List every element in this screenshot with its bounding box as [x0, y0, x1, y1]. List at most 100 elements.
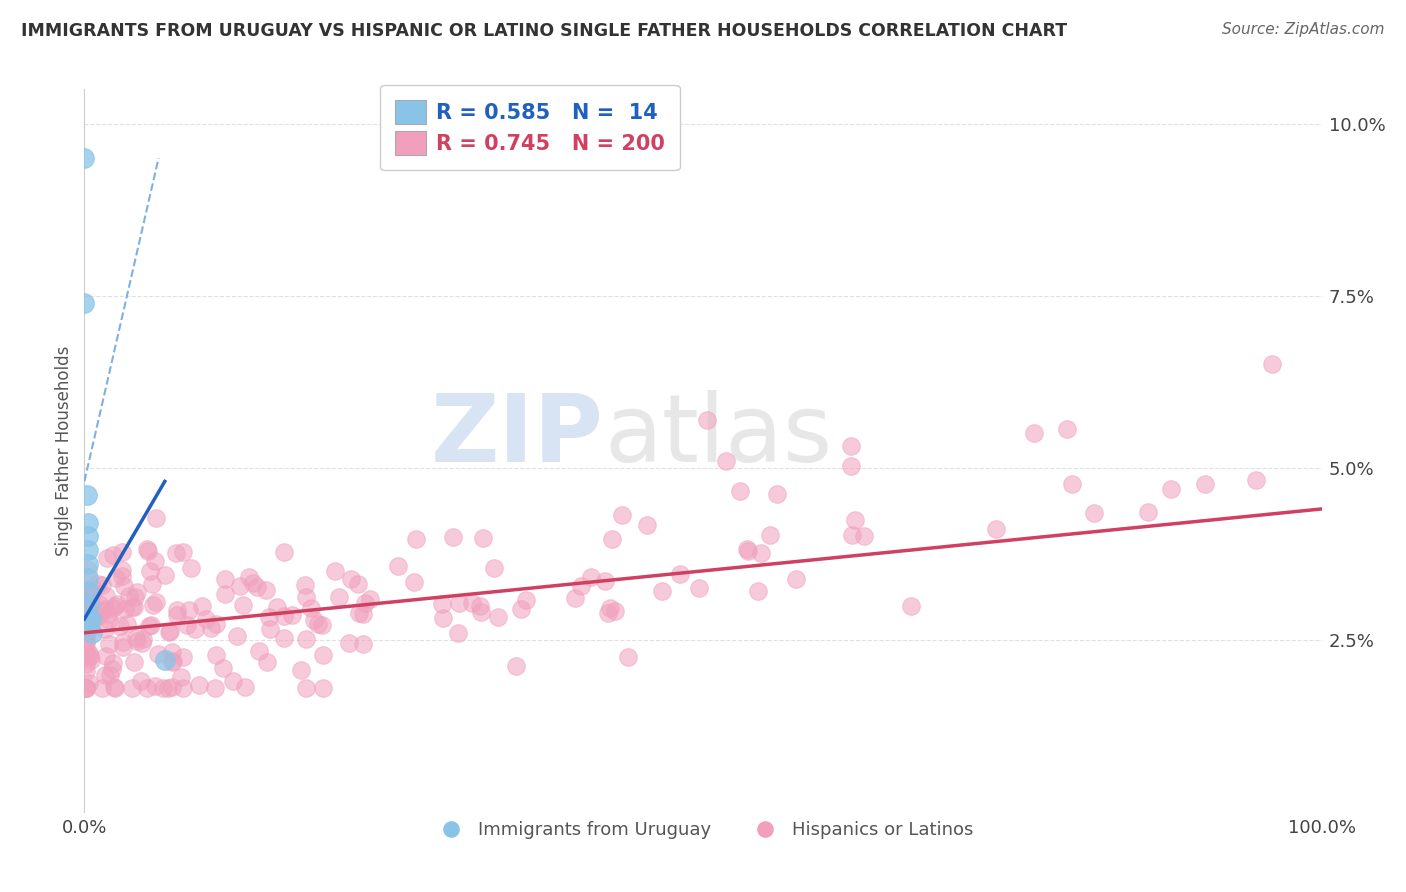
Legend: Immigrants from Uruguay, Hispanics or Latinos: Immigrants from Uruguay, Hispanics or La… [426, 814, 980, 846]
Point [110, 619, 132, 633]
Point [214, 587, 236, 601]
Point [96, 589, 118, 603]
Point [470, 605, 492, 619]
Point [468, 599, 491, 613]
Point [225, 630, 247, 644]
Point [96, 551, 118, 566]
Point [222, 673, 245, 688]
Point [651, 583, 673, 598]
Point [307, 617, 329, 632]
Point [312, 648, 335, 662]
Point [124, 631, 146, 645]
Point [242, 576, 264, 591]
Point [273, 545, 295, 559]
Point [75, 591, 97, 605]
Point [143, 554, 166, 568]
Point [246, 580, 269, 594]
Point [79, 648, 101, 663]
Point [1261, 358, 1284, 372]
Point [97, 637, 120, 651]
Point [141, 576, 163, 591]
Point [696, 413, 718, 427]
Point [257, 610, 280, 624]
Point [172, 545, 194, 559]
Point [349, 606, 371, 620]
Point [204, 681, 226, 695]
Point [447, 596, 470, 610]
Point [617, 650, 640, 665]
Point [984, 522, 1007, 536]
Point [75, 681, 97, 695]
Point [103, 657, 125, 671]
Point [97, 607, 120, 621]
Point [598, 606, 620, 620]
Point [114, 602, 136, 616]
Point [505, 659, 527, 673]
Point [200, 621, 222, 635]
Point [79, 612, 101, 626]
Point [76, 623, 98, 637]
Point [129, 674, 152, 689]
Point [758, 528, 780, 542]
Point [75, 681, 97, 695]
Text: IMMIGRANTS FROM URUGUAY VS HISPANIC OR LATINO SINGLE FATHER HOUSEHOLDS CORRELATI: IMMIGRANTS FROM URUGUAY VS HISPANIC OR L… [21, 22, 1067, 40]
Point [90, 681, 112, 695]
Point [90, 605, 112, 619]
Point [112, 578, 135, 592]
Point [1136, 505, 1159, 519]
Point [472, 531, 495, 545]
Point [77, 676, 100, 690]
Point [564, 591, 586, 605]
Point [80, 625, 103, 640]
Point [93, 623, 115, 637]
Point [599, 600, 621, 615]
Point [180, 561, 202, 575]
Point [852, 529, 875, 543]
Point [172, 650, 194, 665]
Point [405, 532, 427, 546]
Point [77, 557, 100, 571]
Point [1083, 506, 1105, 520]
Point [228, 579, 250, 593]
Point [112, 634, 135, 648]
Point [204, 648, 226, 662]
Point [143, 679, 166, 693]
Point [121, 599, 143, 614]
Point [104, 599, 127, 613]
Point [179, 603, 201, 617]
Point [101, 600, 124, 615]
Point [77, 586, 100, 600]
Point [103, 680, 125, 694]
Point [166, 607, 188, 622]
Point [77, 543, 100, 558]
Point [266, 600, 288, 615]
Point [353, 595, 375, 609]
Point [432, 611, 454, 625]
Point [515, 593, 537, 607]
Point [87, 576, 110, 591]
Point [76, 582, 98, 596]
Point [294, 578, 316, 592]
Point [79, 653, 101, 667]
Point [87, 609, 110, 624]
Point [94, 667, 117, 681]
Point [841, 528, 863, 542]
Point [115, 617, 138, 632]
Point [94, 648, 117, 663]
Point [1062, 477, 1084, 491]
Point [273, 632, 295, 646]
Point [75, 585, 97, 599]
Point [1022, 425, 1045, 440]
Point [581, 570, 603, 584]
Point [352, 607, 374, 621]
Point [839, 459, 862, 474]
Point [77, 529, 100, 543]
Point [75, 664, 97, 678]
Point [103, 548, 125, 562]
Point [79, 584, 101, 599]
Point [122, 599, 145, 614]
Point [73, 295, 96, 310]
Point [124, 590, 146, 604]
Point [600, 533, 623, 547]
Point [441, 530, 464, 544]
